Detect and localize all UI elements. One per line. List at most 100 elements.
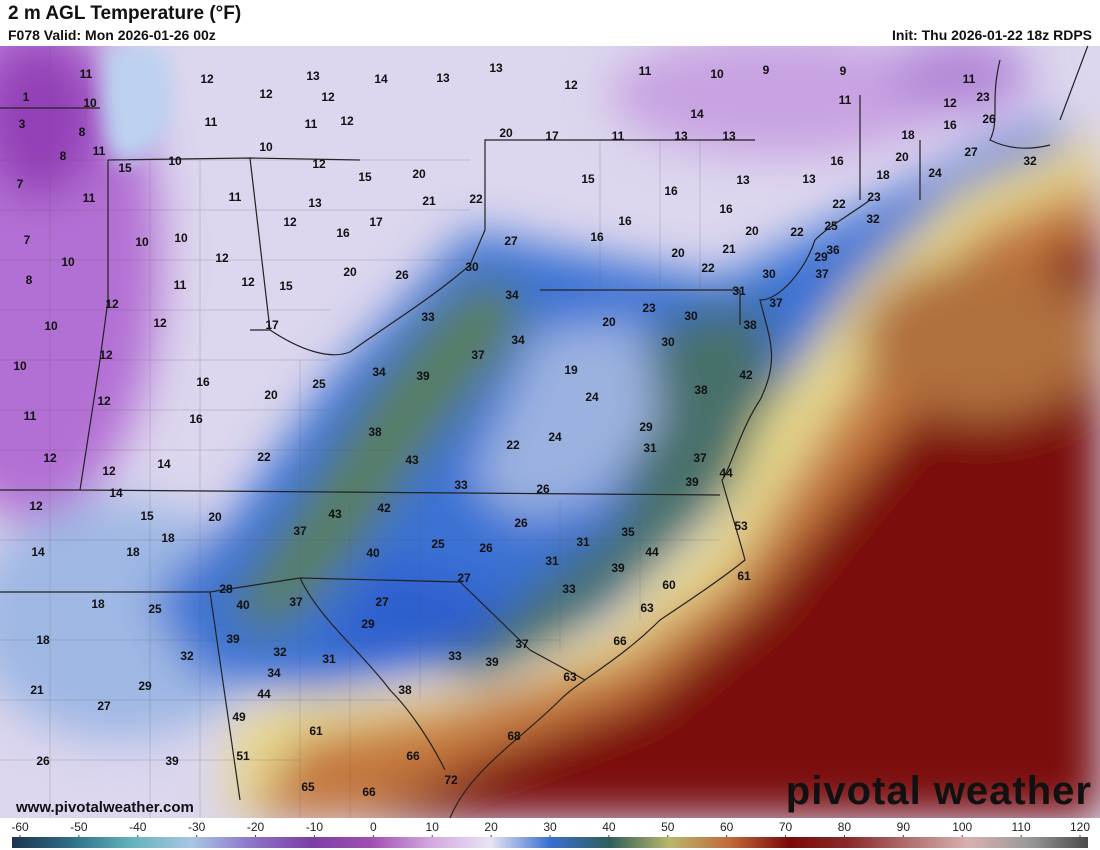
temperature-label: 18 [126,545,140,559]
temperature-label: 39 [226,632,240,646]
temperature-label: 10 [61,255,75,269]
temperature-label: 12 [259,87,273,101]
temperature-label: 34 [505,288,519,302]
temperature-label: 27 [97,699,111,713]
colorbar-tick-label: 70 [779,820,793,834]
temperature-label: 12 [283,215,297,229]
temperature-label: 34 [511,333,525,347]
temperature-label: 15 [581,172,595,186]
temperature-label: 3 [19,117,26,131]
temperature-label: 12 [312,157,326,171]
temperature-label: 32 [866,212,880,226]
temperature-label: 16 [719,202,733,216]
temperature-label: 37 [289,595,303,609]
colorbar-ramp [12,837,1088,848]
temperature-label: 13 [674,129,688,143]
temperature-label: 20 [264,388,278,402]
temperature-label: 42 [377,501,391,515]
temperature-label: 35 [621,525,635,539]
temperature-label: 63 [640,601,654,615]
temperature-label: 53 [734,519,748,533]
temperature-label: 12 [321,90,335,104]
temperature-label: 40 [236,598,250,612]
temperature-label: 16 [830,154,844,168]
temperature-label: 11 [612,129,625,143]
temperature-label: 12 [102,464,116,478]
colorbar-tick-label: -20 [247,820,265,834]
temperature-label: 19 [564,363,578,377]
temperature-label: 11 [305,117,318,131]
temperature-label: 18 [901,128,915,142]
temperature-label: 61 [737,569,751,583]
colorbar-tick-label: 60 [720,820,734,834]
temperature-label: 13 [802,172,816,186]
temperature-label: 14 [31,545,45,559]
temperature-label: 10 [710,67,724,81]
temperature-label: 68 [507,729,521,743]
colorbar-tick-label: -60 [11,820,29,834]
temperature-label: 37 [769,296,783,310]
temperature-label: 10 [44,319,58,333]
temperature-label: 44 [719,466,733,480]
colorbar-tick-label: 100 [952,820,972,834]
temperature-label: 26 [395,268,409,282]
temperature-label: 32 [180,649,194,663]
temperature-label: 8 [79,125,86,139]
temperature-label: 14 [374,72,388,86]
temperature-label: 18 [91,597,105,611]
colorbar-tick-label: -10 [306,820,324,834]
colorbar-tick-label: -40 [129,820,147,834]
header-bg [0,0,1100,46]
temperature-label: 11 [80,67,93,81]
temperature-label: 30 [684,309,698,323]
temperature-label: 29 [639,420,653,434]
website: www.pivotalweather.com [15,799,194,816]
temperature-label: 16 [943,118,957,132]
temperature-label: 11 [93,144,106,158]
temperature-label: 33 [454,478,468,492]
temperature-label: 33 [421,310,435,324]
colorbar-tick-label: 80 [838,820,852,834]
temperature-label: 37 [293,524,307,538]
temperature-label: 27 [457,571,471,585]
temperature-field [0,46,1100,818]
temperature-label: 20 [895,150,909,164]
temperature-label: 17 [265,318,279,332]
temperature-label: 37 [471,348,485,362]
temperature-label: 16 [336,226,350,240]
temperature-label: 11 [229,190,242,204]
temperature-label: 20 [671,246,685,260]
temperature-label: 51 [236,749,250,763]
temperature-label: 10 [174,231,188,245]
temperature-label: 15 [118,161,132,175]
temperature-label: 11 [24,409,37,423]
colorbar-tick-label: 50 [661,820,675,834]
temperature-label: 31 [576,535,590,549]
temperature-label: 23 [867,190,881,204]
temperature-label: 13 [736,173,750,187]
temperature-label: 38 [398,683,412,697]
temperature-label: 27 [504,234,518,248]
temperature-label: 20 [602,315,616,329]
temperature-label: 27 [964,145,978,159]
temperature-label: 60 [662,578,676,592]
temperature-label: 22 [701,261,715,275]
temperature-label: 42 [739,368,753,382]
temperature-label: 17 [369,215,383,229]
temperature-label: 12 [200,72,214,86]
temperature-label: 40 [366,546,380,560]
temperature-label: 27 [375,595,389,609]
temperature-label: 11 [174,278,187,292]
temperature-label: 26 [36,754,50,768]
temperature-label: 36 [826,243,840,257]
temperature-label: 49 [232,710,246,724]
temperature-label: 34 [372,365,386,379]
temperature-label: 15 [140,509,154,523]
temperature-label: 22 [790,225,804,239]
colorbar-tick-label: 40 [602,820,616,834]
temperature-label: 13 [308,196,322,210]
temperature-label: 21 [422,194,436,208]
temperature-label: 11 [205,115,218,129]
temperature-label: 65 [301,780,315,794]
temperature-label: 29 [361,617,375,631]
